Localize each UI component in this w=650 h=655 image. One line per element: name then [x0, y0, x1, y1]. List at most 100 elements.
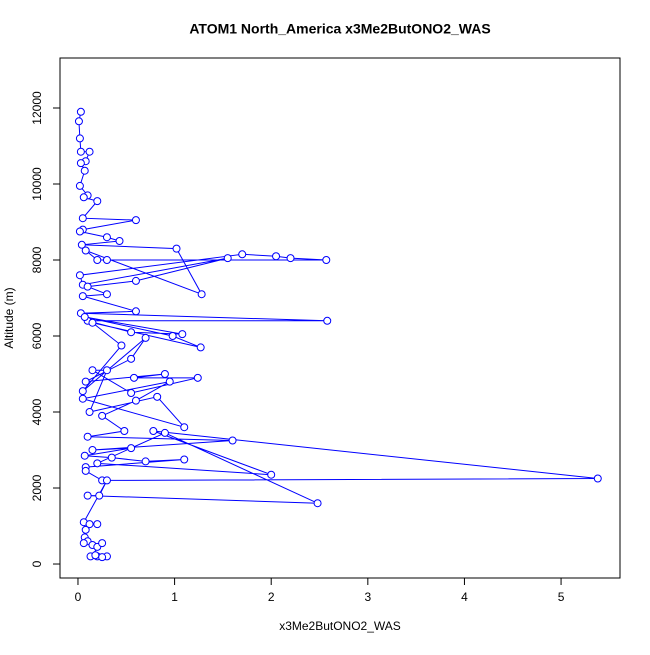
data-point — [228, 436, 237, 445]
data-point — [93, 459, 102, 468]
data-point — [180, 423, 189, 432]
x-tick-label: 5 — [558, 590, 565, 604]
data-point — [180, 455, 189, 464]
y-tick-label: 8000 — [30, 246, 44, 273]
data-point — [98, 411, 107, 420]
data-point — [153, 392, 162, 401]
data-point — [91, 551, 100, 560]
data-point — [130, 373, 139, 382]
data-point — [197, 290, 206, 299]
x-tick-label: 2 — [268, 590, 275, 604]
data-point — [131, 276, 140, 285]
data-point — [102, 290, 111, 299]
data-point — [80, 313, 89, 322]
data-point — [76, 159, 85, 168]
y-tick-label: 0 — [30, 560, 44, 567]
data-point — [79, 193, 88, 202]
data-point — [78, 214, 87, 223]
data-point — [322, 256, 331, 265]
data-point — [127, 444, 136, 453]
data-point — [107, 453, 116, 462]
data-point — [85, 408, 94, 417]
data-point — [83, 491, 92, 500]
plot-frame — [59, 57, 621, 579]
data-point — [149, 427, 158, 436]
x-tick-label: 3 — [364, 590, 371, 604]
data-point — [80, 451, 89, 460]
data-point — [95, 491, 104, 500]
data-point — [272, 252, 281, 261]
data-point — [78, 292, 87, 301]
data-point — [141, 457, 150, 466]
data-point — [80, 166, 89, 175]
data-point — [88, 366, 97, 375]
data-point — [120, 427, 129, 436]
data-point — [127, 354, 136, 363]
data-point — [77, 240, 86, 249]
data-point — [131, 396, 140, 405]
data-point — [165, 377, 174, 386]
data-point — [286, 254, 295, 263]
data-point — [160, 428, 169, 437]
data-point — [223, 254, 232, 263]
y-axis-label: Altitude (m) — [2, 287, 16, 348]
data-point — [160, 370, 169, 379]
data-point — [76, 147, 85, 156]
chart-title: ATOM1 North_America x3Me2ButONO2_WAS — [189, 21, 490, 37]
data-point — [88, 446, 97, 455]
x-tick-label: 1 — [171, 590, 178, 604]
data-point — [267, 470, 276, 479]
data-point — [85, 147, 94, 156]
data-point — [98, 553, 107, 562]
data-point — [127, 389, 136, 398]
x-tick-label: 4 — [461, 590, 468, 604]
data-point — [81, 246, 90, 255]
data-point — [74, 117, 83, 126]
y-tick-label: 4000 — [30, 398, 44, 425]
data-point — [117, 341, 126, 350]
data-point — [98, 539, 107, 548]
data-point — [102, 256, 111, 265]
data-point — [168, 332, 177, 341]
data-point — [127, 328, 136, 337]
data-point — [81, 525, 90, 534]
data-point — [593, 474, 602, 483]
data-point — [193, 373, 202, 382]
data-point — [93, 197, 102, 206]
data-point — [93, 520, 102, 529]
data-point — [131, 216, 140, 225]
data-point — [178, 330, 187, 339]
data-point — [141, 333, 150, 342]
data-point — [93, 256, 102, 265]
x-tick-label: 0 — [75, 590, 82, 604]
y-tick-label: 12000 — [30, 91, 44, 125]
data-point — [323, 316, 332, 325]
data-point — [75, 227, 84, 236]
data-point — [131, 307, 140, 316]
data-point — [76, 107, 85, 116]
y-tick-label: 6000 — [30, 322, 44, 349]
x-axis-label: x3Me2ButONO2_WAS — [279, 619, 401, 633]
y-tick-label: 10000 — [30, 167, 44, 201]
data-point — [78, 387, 87, 396]
data-point — [102, 476, 111, 485]
y-tick-label: 2000 — [30, 474, 44, 501]
data-point — [172, 244, 181, 253]
data-point — [75, 181, 84, 190]
data-point — [238, 250, 247, 259]
data-point — [196, 343, 205, 352]
data-point — [313, 499, 322, 508]
data-point — [83, 432, 92, 441]
data-point — [81, 466, 90, 475]
data-point — [85, 520, 94, 529]
data-point — [88, 318, 97, 327]
data-point — [102, 233, 111, 242]
data-point — [75, 271, 84, 280]
data-point — [102, 366, 111, 375]
data-point — [115, 237, 124, 246]
data-point — [75, 134, 84, 143]
data-point — [79, 539, 88, 548]
data-point — [83, 282, 92, 291]
